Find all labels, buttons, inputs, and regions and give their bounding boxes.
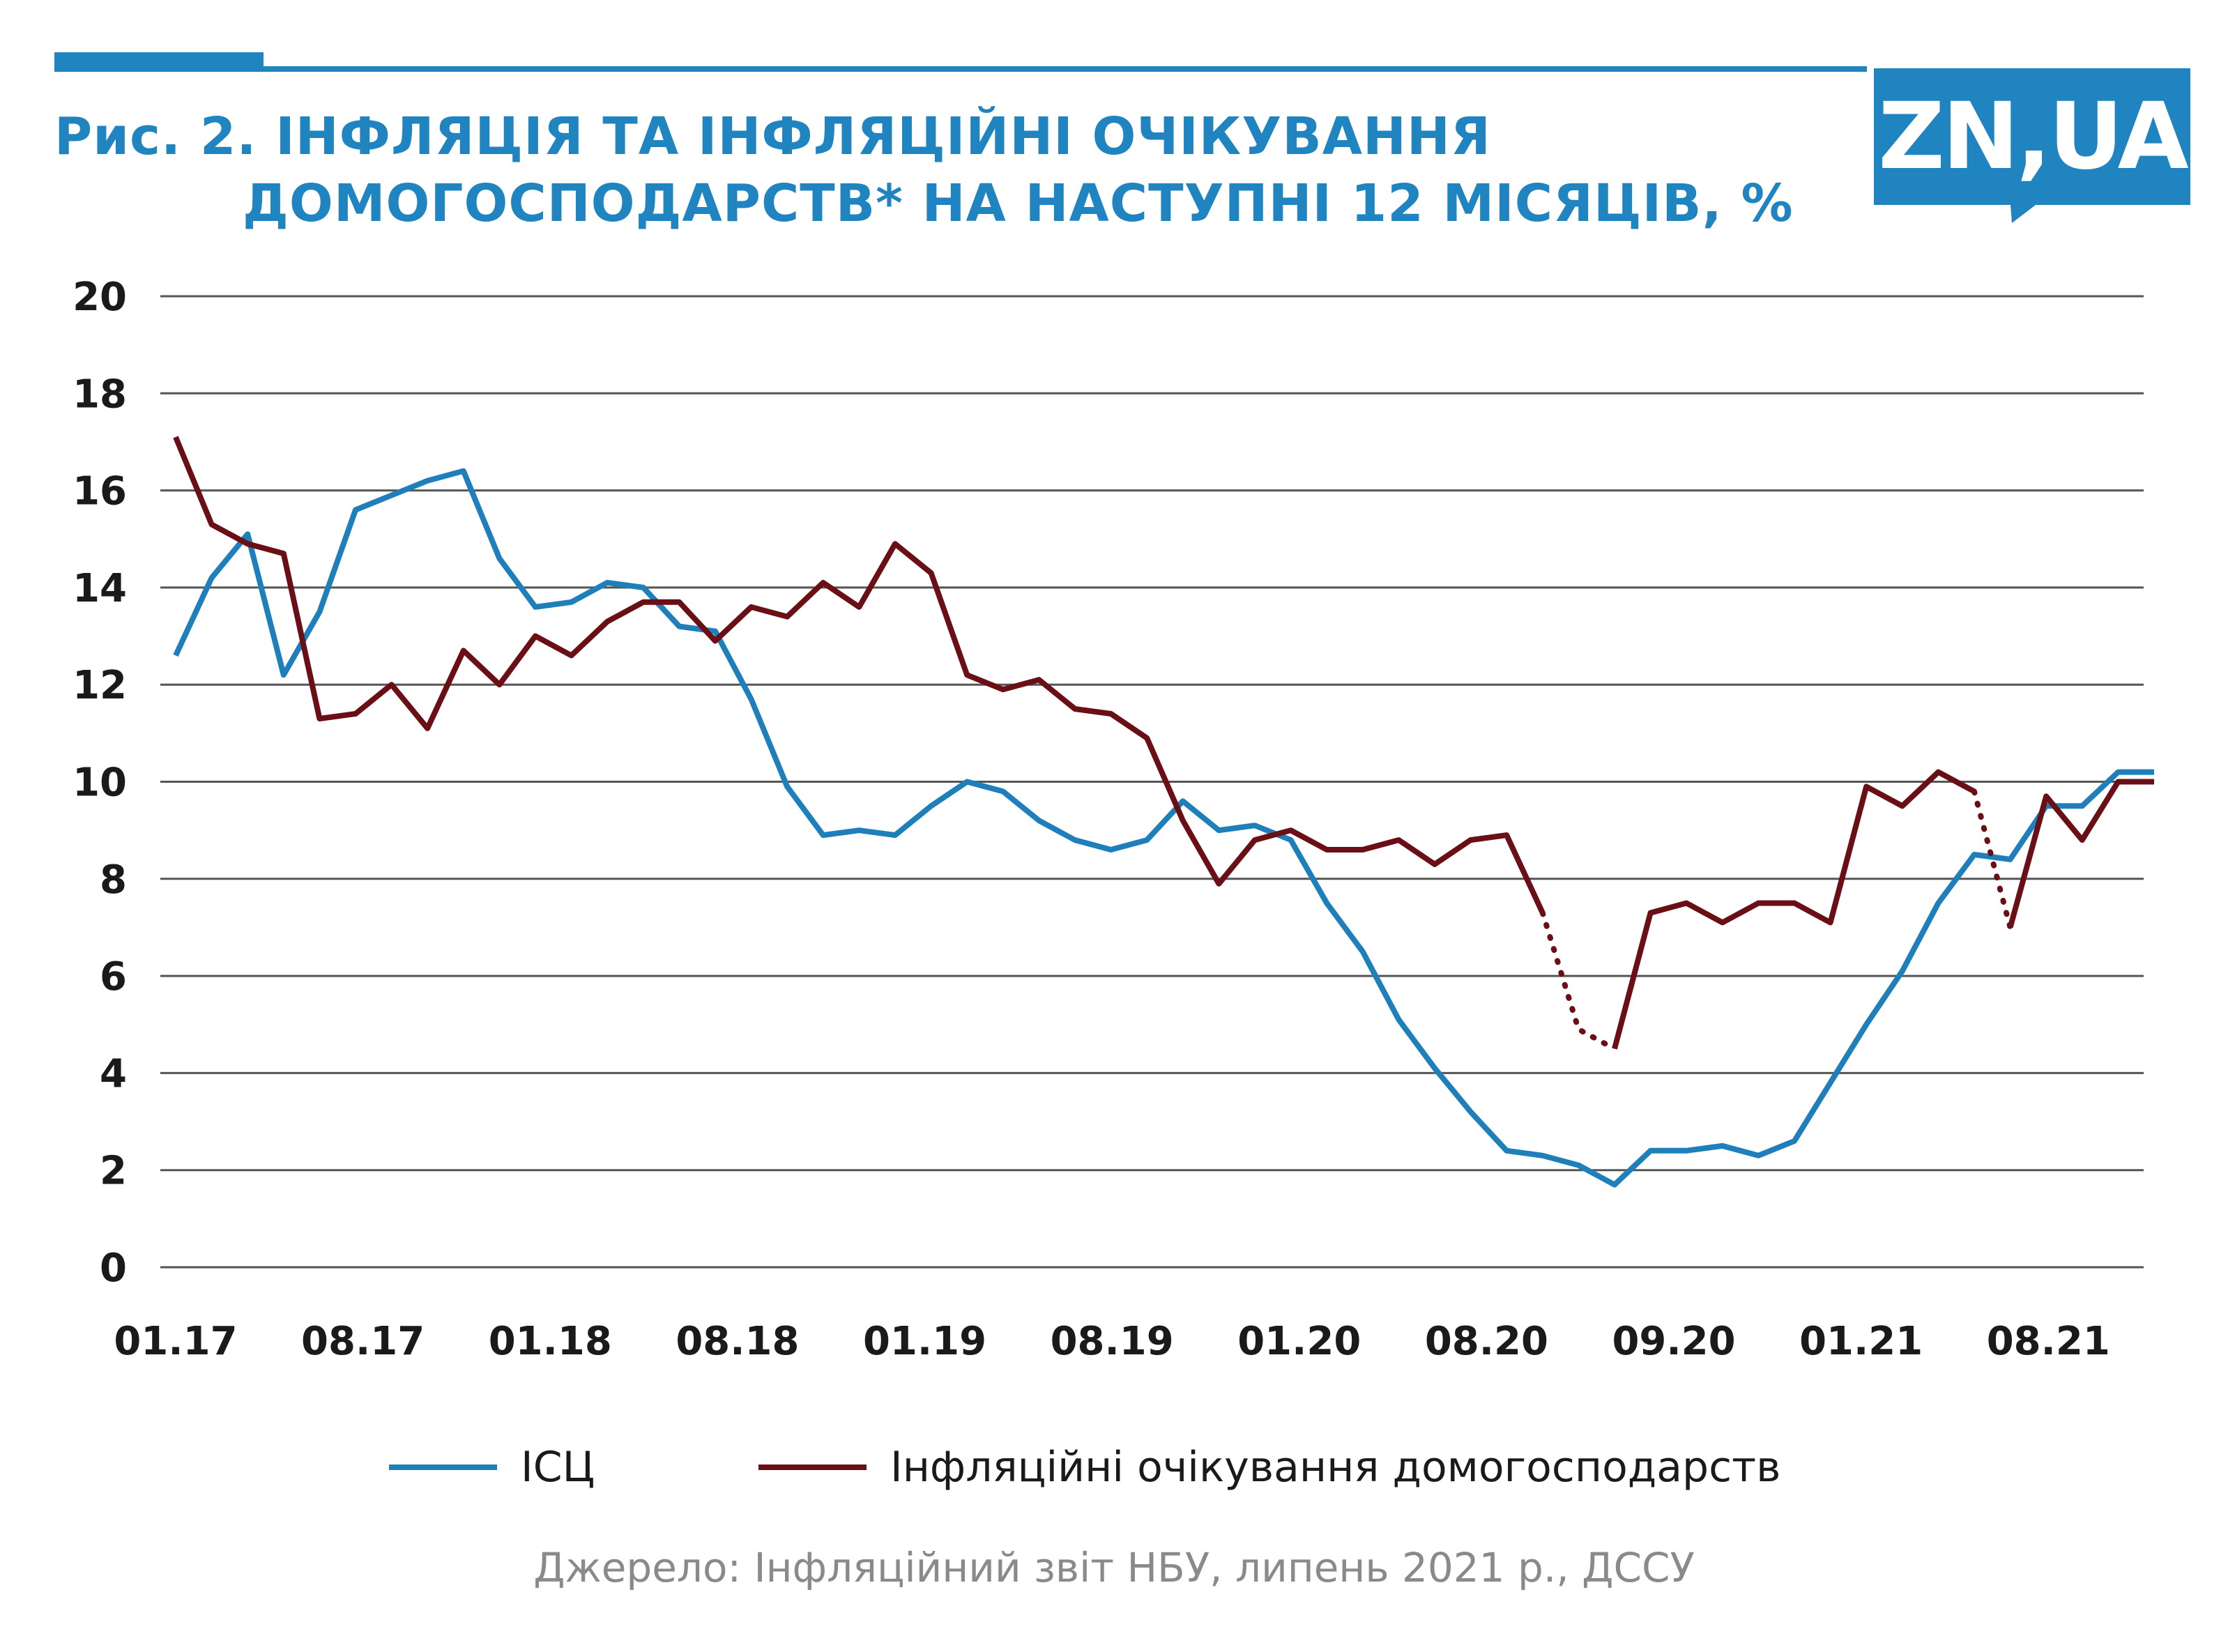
legend-label-expectations: Інфляційні очікування домогосподарств: [890, 1443, 1781, 1492]
chart-legend: ІСЦ Інфляційні очікування домогосподарст…: [0, 1436, 2228, 1499]
chart-title: Рис. 2. ІНФЛЯЦІЯ ТА ІНФЛЯЦІЙНІ ОЧІКУВАНН…: [54, 103, 1811, 237]
x-tick-label: 01.19: [863, 1319, 986, 1364]
y-tick-label: 8: [100, 857, 127, 903]
y-tick-label: 12: [73, 663, 127, 708]
series-line-cpi: [173, 468, 2154, 1188]
y-tick-label: 16: [73, 469, 127, 514]
x-tick-label: 08.21: [1987, 1319, 2110, 1364]
y-tick-label: 18: [73, 372, 127, 417]
x-tick-label: 08.20: [1425, 1319, 1548, 1364]
x-tick-label: 08.17: [301, 1319, 425, 1364]
y-axis-labels: 0 2 4 6 8 10 12 14 16 18 20: [73, 275, 127, 1291]
x-tick-label: 01.21: [1799, 1319, 1923, 1364]
x-axis-labels: 01.17 08.17 01.18 08.18 01.19 08.19 01.20 08.20…: [114, 1319, 2109, 1364]
y-tick-label: 0: [100, 1246, 127, 1291]
logo-text: ZN,UA: [1878, 83, 2189, 190]
legend-item-cpi: ІСЦ: [389, 1436, 595, 1499]
series-line-expectations: [173, 436, 1546, 915]
logo-badge-shape: [1874, 68, 2190, 223]
source-note: Джерело: Інфляційний звіт НБУ, липень 20…: [533, 1544, 1695, 1591]
top-accent-bar-thick: [54, 52, 264, 72]
x-tick-label: 08.19: [1051, 1319, 1174, 1364]
chart-title-line1: Рис. 2. ІНФЛЯЦІЯ ТА ІНФЛЯЦІЙНІ ОЧІКУВАНН…: [54, 107, 1491, 167]
series-layer: [173, 436, 2155, 1188]
x-tick-label: 08.18: [676, 1319, 799, 1364]
y-tick-label: 20: [73, 275, 127, 320]
top-accent-bar-thin: [264, 66, 1867, 72]
y-tick-label: 4: [100, 1051, 127, 1096]
grid-layer: [160, 295, 2144, 1269]
zn-ua-logo: ZN,UA: [1874, 68, 2190, 223]
x-tick-label: 01.17: [114, 1319, 237, 1364]
legend-item-expectations: Інфляційні очікування домогосподарств: [758, 1436, 1780, 1499]
series-line-expectations: [1612, 769, 1976, 1050]
legend-swatch-cpi: [389, 1464, 497, 1470]
y-tick-label: 10: [73, 760, 127, 806]
chart-title-line2: ДОМОГОСПОДАРСТВ* НА НАСТУПНІ 12 МІСЯЦІВ,…: [243, 174, 1794, 234]
legend-swatch-expectations: [758, 1464, 867, 1470]
series-line-expectations-dotted: [1971, 788, 2013, 931]
y-tick-label: 14: [73, 566, 127, 611]
legend-label-cpi: ІСЦ: [521, 1443, 595, 1492]
x-tick-label: 09.20: [1612, 1319, 1735, 1364]
x-tick-label: 01.18: [489, 1319, 612, 1364]
y-tick-label: 2: [100, 1149, 127, 1194]
x-tick-label: 01.20: [1237, 1319, 1361, 1364]
y-tick-label: 6: [100, 954, 127, 1000]
series-line-expectations-dotted: [1539, 910, 1617, 1052]
